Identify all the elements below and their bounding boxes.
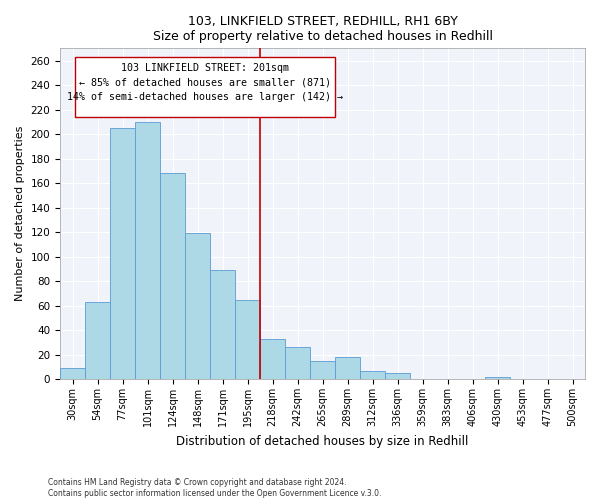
FancyBboxPatch shape <box>74 57 335 117</box>
Text: Contains HM Land Registry data © Crown copyright and database right 2024.
Contai: Contains HM Land Registry data © Crown c… <box>48 478 382 498</box>
Bar <box>335 357 360 379</box>
Bar <box>135 122 160 379</box>
Bar <box>360 370 385 379</box>
Bar <box>210 270 235 379</box>
Y-axis label: Number of detached properties: Number of detached properties <box>15 126 25 302</box>
Text: 14% of semi-detached houses are larger (142) →: 14% of semi-detached houses are larger (… <box>67 92 343 102</box>
Bar <box>160 174 185 379</box>
Bar <box>485 376 510 379</box>
Title: 103, LINKFIELD STREET, REDHILL, RH1 6BY
Size of property relative to detached ho: 103, LINKFIELD STREET, REDHILL, RH1 6BY … <box>152 15 493 43</box>
Bar <box>110 128 135 379</box>
Bar <box>285 348 310 379</box>
Bar <box>235 300 260 379</box>
Bar <box>85 302 110 379</box>
Bar <box>60 368 85 379</box>
X-axis label: Distribution of detached houses by size in Redhill: Distribution of detached houses by size … <box>176 434 469 448</box>
Bar <box>310 361 335 379</box>
Bar <box>185 234 210 379</box>
Text: ← 85% of detached houses are smaller (871): ← 85% of detached houses are smaller (87… <box>79 78 331 88</box>
Text: 103 LINKFIELD STREET: 201sqm: 103 LINKFIELD STREET: 201sqm <box>121 63 289 73</box>
Bar <box>385 373 410 379</box>
Bar <box>260 338 285 379</box>
